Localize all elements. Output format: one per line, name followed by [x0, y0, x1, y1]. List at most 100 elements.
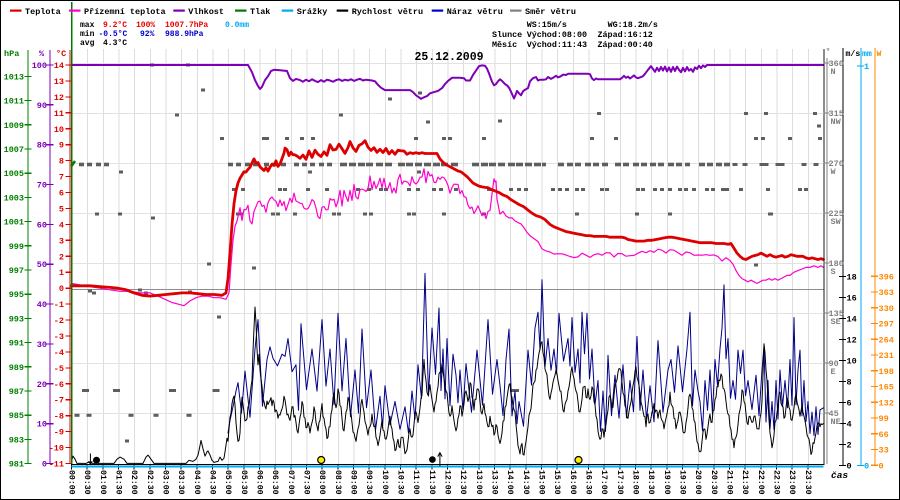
svg-text:396: 396 [879, 272, 894, 282]
svg-text:20: 20 [37, 380, 47, 390]
svg-text:08:00: 08:00 [317, 470, 326, 495]
svg-text:264: 264 [879, 335, 894, 345]
svg-text:12: 12 [847, 335, 857, 345]
svg-text:Tlak: Tlak [250, 7, 270, 17]
svg-text:14: 14 [54, 61, 64, 71]
svg-text:Východ:11:43: Východ:11:43 [527, 40, 587, 50]
svg-text:SE: SE [831, 317, 841, 327]
svg-text:03:30: 03:30 [176, 470, 185, 495]
svg-text:25.12.2009: 25.12.2009 [414, 51, 483, 64]
svg-text:N: N [831, 67, 836, 77]
svg-text:1003: 1003 [4, 193, 24, 203]
svg-text:132: 132 [879, 398, 894, 408]
svg-text:18:30: 18:30 [646, 470, 655, 495]
svg-text:min: min [80, 30, 95, 39]
svg-text:4.3°C: 4.3°C [103, 39, 127, 48]
svg-text:15:00: 15:00 [537, 470, 546, 495]
svg-text:WS:15m/s: WS:15m/s [527, 20, 567, 30]
svg-text:10: 10 [54, 125, 64, 135]
svg-text:50: 50 [37, 260, 47, 270]
svg-text:989: 989 [9, 363, 24, 373]
svg-text:360: 360 [829, 59, 844, 69]
svg-text:02:30: 02:30 [145, 470, 154, 495]
svg-text:15:30: 15:30 [552, 470, 561, 495]
svg-text:225: 225 [829, 209, 844, 219]
svg-text:00:30: 00:30 [82, 470, 91, 495]
svg-text:10:00: 10:00 [380, 470, 389, 495]
svg-text:S: S [831, 267, 836, 277]
svg-text:1007: 1007 [4, 145, 24, 155]
svg-text:Západ:16:12: Západ:16:12 [598, 30, 653, 40]
svg-text:-2: -2 [54, 316, 64, 326]
svg-text:-8: -8 [54, 412, 64, 422]
svg-text:14:00: 14:00 [505, 470, 514, 495]
svg-text:-4: -4 [54, 348, 64, 358]
svg-text:198: 198 [879, 367, 894, 377]
svg-text:165: 165 [879, 383, 894, 393]
svg-text:1009: 1009 [4, 121, 24, 131]
svg-text:270: 270 [829, 159, 844, 169]
svg-text:Východ:08:00: Východ:08:00 [527, 30, 587, 40]
svg-text:-1: -1 [54, 300, 64, 310]
svg-text:Teplota: Teplota [25, 7, 61, 17]
svg-text:13:00: 13:00 [474, 470, 483, 495]
svg-text:231: 231 [879, 351, 894, 361]
svg-text:17:30: 17:30 [615, 470, 624, 495]
svg-text:2: 2 [847, 440, 852, 450]
svg-text:Západ:00:40: Západ:00:40 [598, 40, 653, 50]
svg-text:60: 60 [37, 220, 47, 230]
svg-text:11:30: 11:30 [427, 470, 436, 495]
svg-text:mm: mm [862, 50, 872, 59]
svg-text:16:30: 16:30 [584, 470, 593, 495]
svg-text:W: W [877, 50, 882, 59]
svg-text:13:30: 13:30 [490, 470, 499, 495]
svg-text:23:30: 23:30 [803, 470, 812, 495]
svg-text:0: 0 [59, 284, 64, 294]
svg-text:70: 70 [37, 181, 47, 191]
svg-text:14:30: 14:30 [521, 470, 530, 495]
svg-text:%: % [39, 49, 45, 59]
svg-text:03:00: 03:00 [161, 470, 170, 495]
svg-text:66: 66 [879, 430, 889, 440]
svg-text:06:00: 06:00 [255, 470, 264, 495]
svg-text:max: max [80, 21, 95, 30]
svg-text:-9: -9 [54, 428, 64, 438]
svg-text:8: 8 [847, 377, 852, 387]
svg-text:99: 99 [879, 414, 889, 424]
svg-text:1013: 1013 [4, 72, 24, 82]
svg-text:5: 5 [59, 205, 64, 215]
svg-text:Přízemní teplota: Přízemní teplota [84, 7, 166, 17]
svg-text:-5: -5 [54, 364, 64, 374]
svg-text:05:00: 05:00 [223, 470, 232, 495]
svg-text:92%: 92% [140, 30, 155, 39]
svg-text:1001: 1001 [4, 218, 24, 228]
svg-text:983: 983 [9, 435, 24, 445]
svg-text:21:30: 21:30 [740, 470, 749, 495]
svg-text:10: 10 [847, 356, 857, 366]
svg-text:10:30: 10:30 [396, 470, 405, 495]
svg-text:0.0mm: 0.0mm [225, 21, 249, 30]
svg-text:01:30: 01:30 [114, 470, 123, 495]
svg-text:80: 80 [37, 141, 47, 151]
svg-text:21:00: 21:00 [725, 470, 734, 495]
svg-text:297: 297 [879, 320, 894, 330]
svg-text:08:30: 08:30 [333, 470, 342, 495]
svg-text:14: 14 [847, 314, 857, 324]
svg-text:40: 40 [37, 300, 47, 310]
svg-text:06:30: 06:30 [270, 470, 279, 495]
svg-text:19:00: 19:00 [662, 470, 671, 495]
svg-text:1: 1 [59, 268, 64, 278]
svg-text:°C: °C [56, 49, 66, 59]
svg-text:00:00: 00:00 [67, 470, 76, 495]
svg-text:E: E [831, 367, 836, 377]
svg-text:0: 0 [879, 461, 884, 471]
svg-text:2: 2 [59, 252, 64, 262]
svg-text:180: 180 [829, 259, 844, 269]
svg-text:12:30: 12:30 [458, 470, 467, 495]
svg-text:avg: avg [80, 39, 95, 48]
svg-text:9: 9 [59, 141, 64, 151]
svg-text:1011: 1011 [4, 97, 24, 107]
svg-text:7: 7 [59, 173, 64, 183]
svg-text:hPa: hPa [4, 49, 19, 59]
svg-text:-0.5°C: -0.5°C [99, 30, 128, 39]
